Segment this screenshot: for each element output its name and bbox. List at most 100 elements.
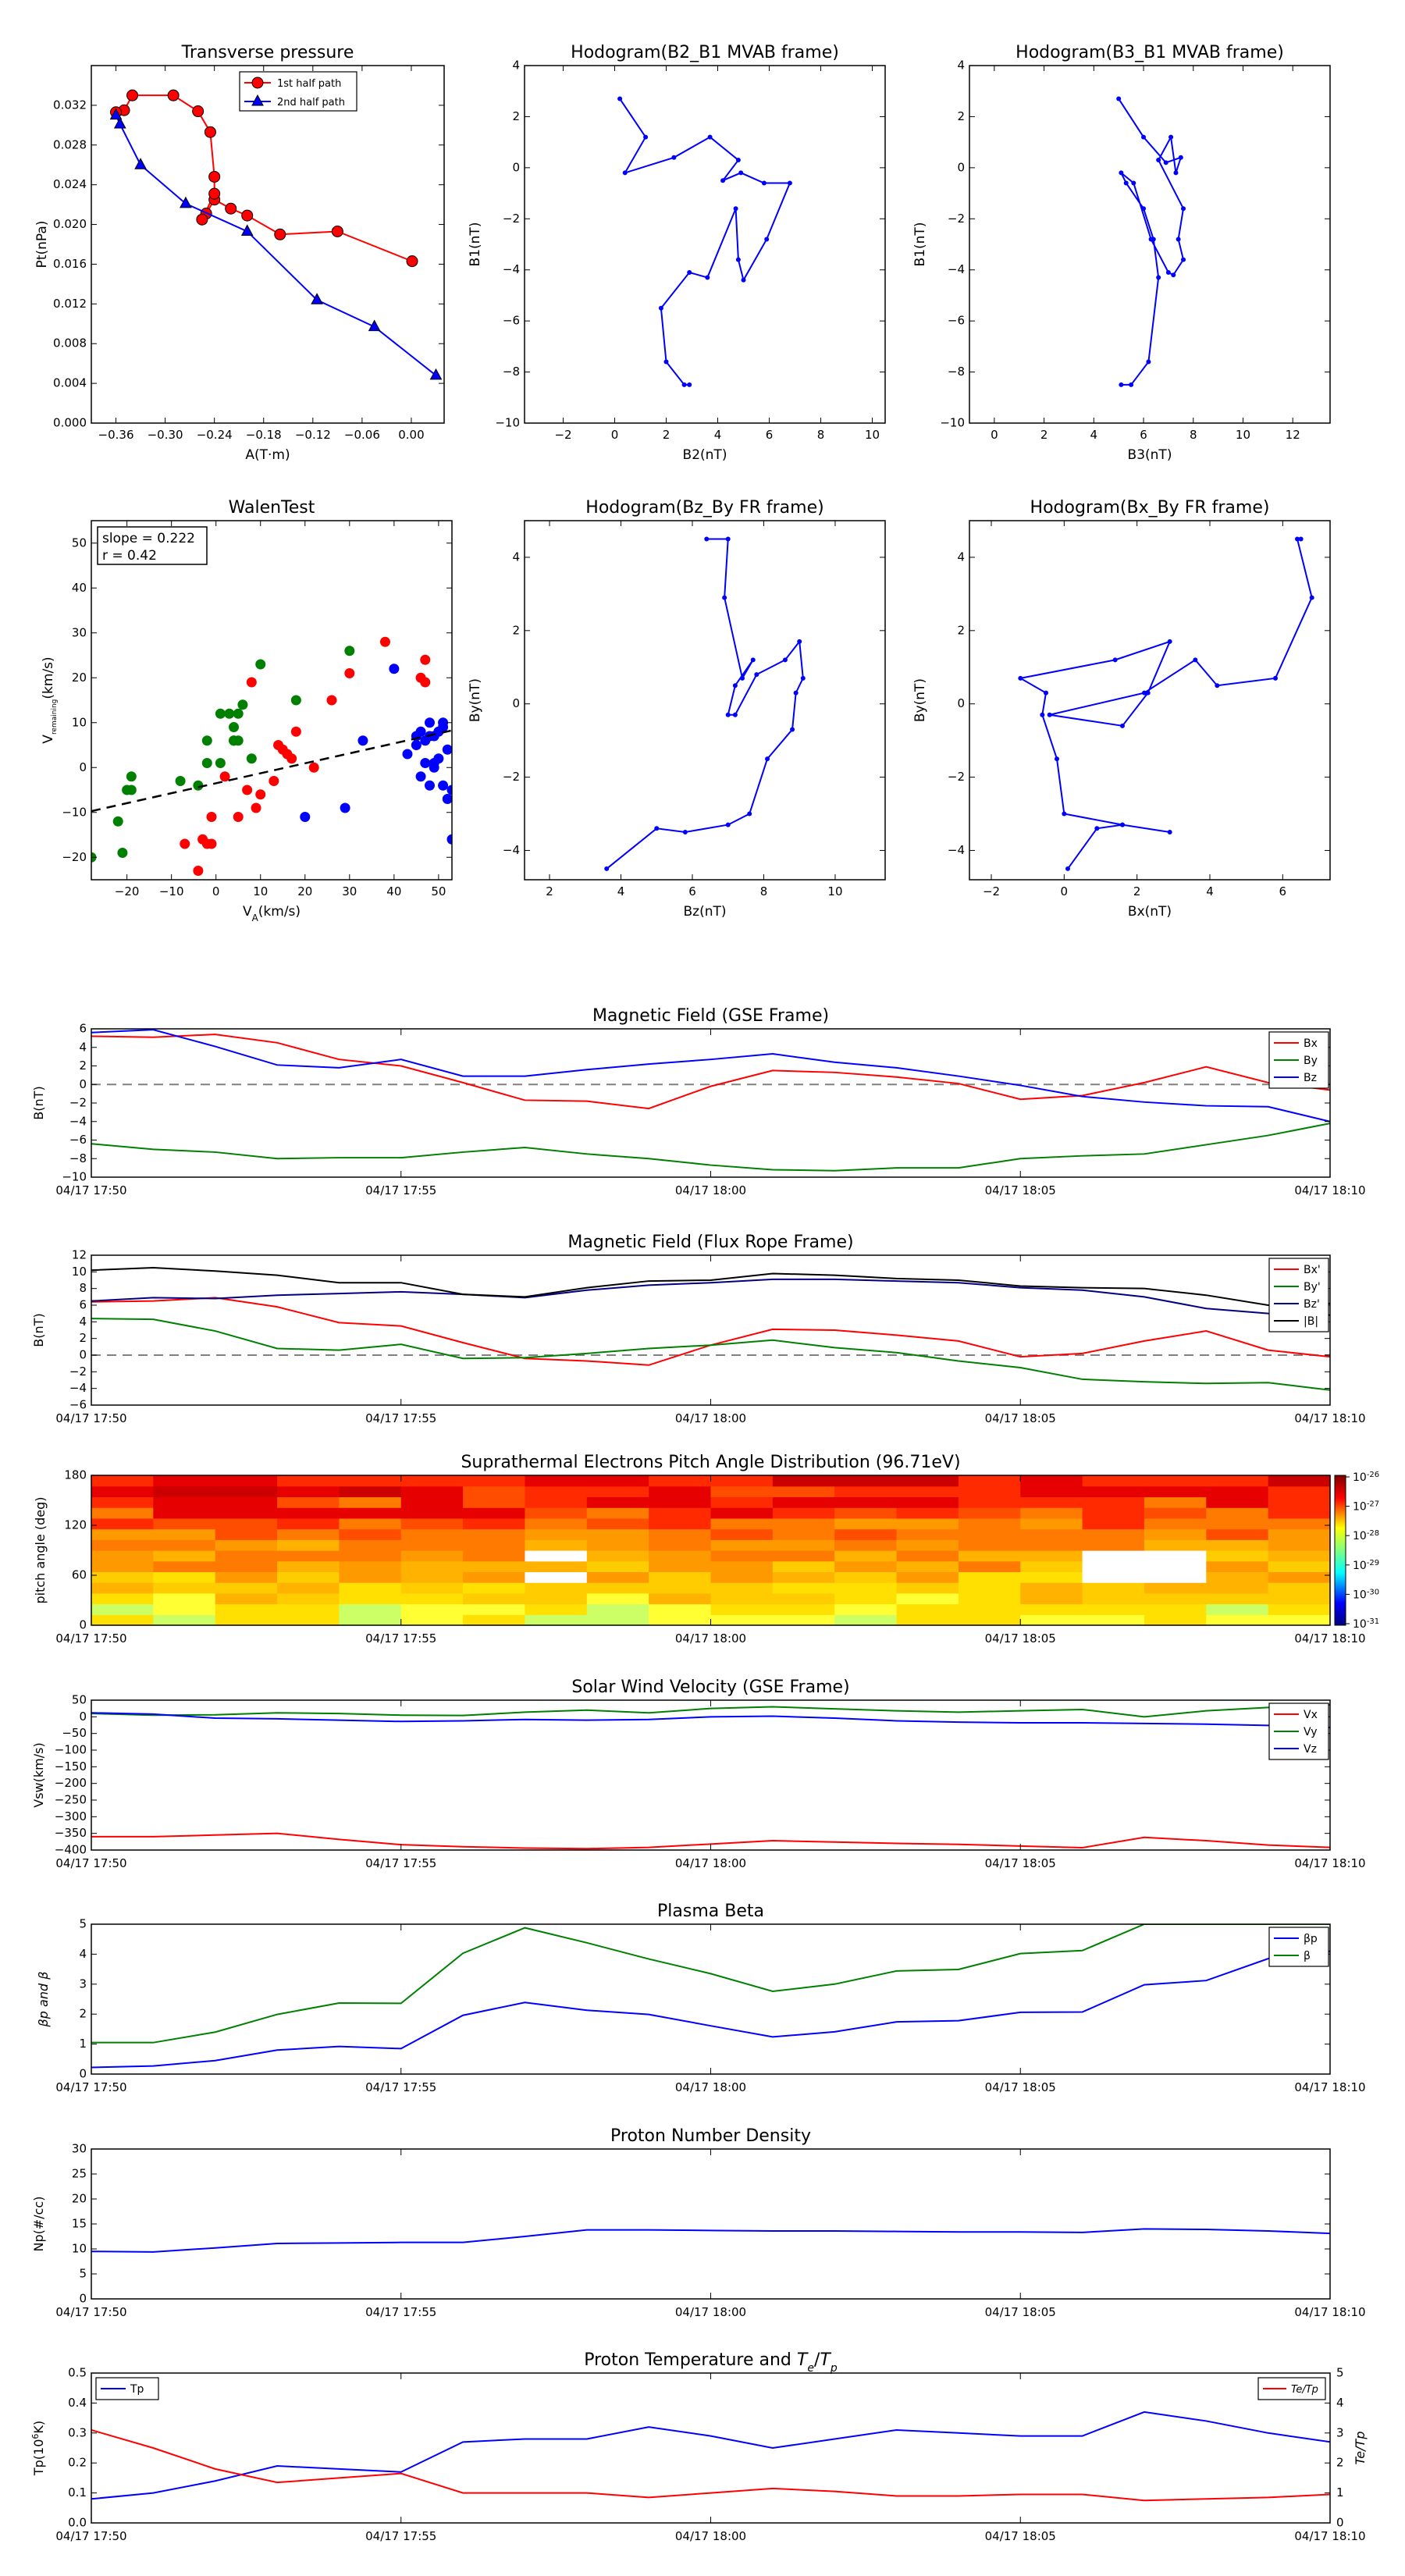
colorbar-label: 10-26 (1353, 1471, 1379, 1485)
y-tick-label: 40 (72, 581, 87, 595)
x-tick-label: −10 (159, 884, 184, 898)
heatmap-cell (586, 1539, 649, 1551)
heatmap-cell (1020, 1507, 1083, 1519)
scatter-point-red (251, 802, 261, 813)
heatmap-cell (339, 1571, 402, 1583)
time-tick-label: 04/17 18:00 (675, 1856, 746, 1870)
legend-label: Bz (1304, 1072, 1317, 1084)
heatmap-cell (834, 1614, 898, 1626)
y-tick-label: 0 (957, 696, 965, 710)
plot-area (91, 1029, 1330, 1172)
scatter-point-red (246, 677, 257, 688)
data-point (782, 657, 788, 663)
heatmap-cell (834, 1528, 898, 1540)
legend-label: By' (1304, 1281, 1321, 1293)
series-line (1018, 538, 1313, 870)
time-tick-label: 04/17 18:10 (1294, 2529, 1365, 2543)
heatmap-cell (339, 1614, 402, 1626)
scatter-point-green (237, 699, 248, 710)
time-tick-label: 04/17 17:55 (365, 1183, 436, 1197)
y-tick-label: 180 (64, 1468, 87, 1482)
y-tick-label: 2 (512, 109, 520, 123)
data-point (1178, 155, 1183, 160)
heatmap-cell (1206, 1592, 1269, 1605)
data-point (704, 536, 710, 542)
heatmap-cell (1144, 1507, 1207, 1519)
legend-label: By (1304, 1055, 1318, 1067)
chart-mag_fr: Magnetic Field (Flux Rope Frame) 04/17 17… (31, 1233, 1366, 1425)
y-tick-label: −6 (503, 314, 520, 328)
y-tick-label: 2 (79, 1331, 87, 1345)
y-tick-label: 2 (79, 2007, 87, 2021)
y-tick-label: −6 (69, 1133, 87, 1147)
legend: βp β (1268, 1927, 1329, 1967)
time-tick-label: 04/17 17:55 (365, 2080, 436, 2094)
data-point (754, 672, 759, 678)
data-point (167, 89, 180, 101)
data-point (1168, 134, 1174, 140)
heatmap-cell (1144, 1603, 1207, 1615)
data-point (1173, 170, 1179, 176)
heatmap-cell (215, 1539, 278, 1551)
x-tick-label: 40 (386, 884, 401, 898)
data-point (622, 170, 628, 176)
data-point (1040, 712, 1045, 717)
heatmap-cell (91, 1517, 154, 1530)
time-tick-label: 04/17 18:05 (985, 2529, 1056, 2543)
heatmap-cell (1206, 1496, 1269, 1508)
heatmap-cell (1020, 1582, 1083, 1594)
heatmap-cell (1020, 1560, 1083, 1573)
scatter-point-green (233, 708, 244, 719)
heatmap-cell (896, 1550, 959, 1562)
heatmap-cell (1206, 1571, 1269, 1583)
heatmap-cell (525, 1475, 588, 1487)
heatmap-cell (215, 1571, 278, 1583)
data-point (196, 213, 208, 226)
x-tick-label: 10 (1236, 428, 1250, 442)
heatmap-cell (1082, 1485, 1145, 1498)
time-tick-label: 04/17 18:00 (675, 1631, 746, 1646)
heatmap-cell (772, 1550, 835, 1562)
heatmap-cell (1144, 1539, 1207, 1551)
heatmap-cell (525, 1496, 588, 1508)
x-tick-label: −0.24 (197, 428, 233, 442)
data-point (1120, 822, 1125, 827)
scatter-point-green (175, 776, 186, 786)
y-tick-label: 0 (79, 2067, 87, 2081)
y-axis-label: βp and β (36, 1972, 51, 2028)
y-tick-label: −2 (503, 212, 520, 226)
heatmap-cell (91, 1571, 154, 1583)
heatmap-cell (772, 1485, 835, 1498)
time-tick-label: 04/17 18:10 (1294, 1183, 1365, 1197)
title-te: T (797, 2350, 809, 2370)
heatmap-cell (772, 1603, 835, 1615)
y-axis-label: pitch angle (deg) (33, 1496, 48, 1603)
y-tick-label: 50 (72, 1693, 87, 1707)
x-tick-label: 8 (760, 884, 768, 898)
time-tick-label: 04/17 18:10 (1294, 1411, 1365, 1425)
heatmap-cell (1020, 1475, 1083, 1487)
y-tick-label: 3 (79, 1976, 87, 1991)
x-label-main: V (243, 904, 252, 920)
heatmap-cell (834, 1517, 898, 1530)
heatmap-cell (586, 1592, 649, 1605)
heatmap-cell (400, 1560, 464, 1573)
legend-label: 2nd half path (277, 97, 345, 109)
data-point (204, 126, 216, 138)
y-tick-label: 1 (79, 2037, 87, 2051)
heatmap-cell (710, 1550, 774, 1562)
y-tick-label: −4 (503, 262, 520, 276)
y2-tick-label: 4 (1336, 2396, 1344, 2410)
data-point (735, 158, 741, 163)
scatter-point-blue (357, 735, 368, 746)
data-point (311, 293, 323, 304)
data-point (765, 756, 770, 762)
chart-title: WalenTest (229, 498, 315, 518)
heatmap-cell (772, 1539, 835, 1551)
x-tick-label: 4 (1090, 428, 1098, 442)
y-tick-label: −4 (503, 843, 520, 857)
axes-frame (969, 65, 1331, 424)
y-tick-label: −6 (69, 1398, 87, 1412)
heatmap-cell (772, 1614, 835, 1626)
series-line-By' (91, 1318, 1330, 1391)
